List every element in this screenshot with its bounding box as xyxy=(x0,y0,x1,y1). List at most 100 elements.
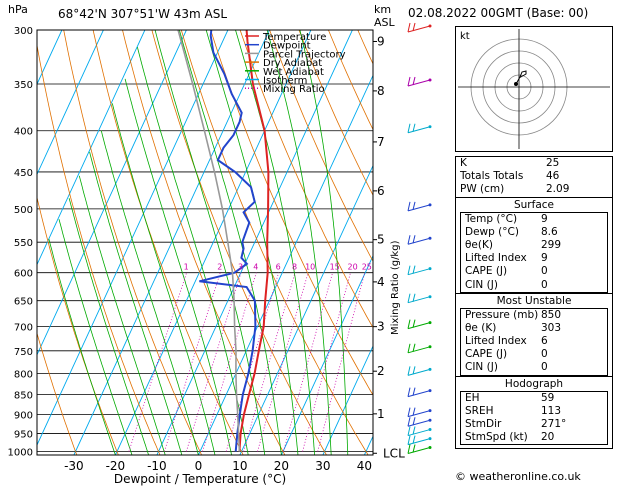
wind-barb xyxy=(407,419,431,427)
date-label: 02.08.2022 00GMT (Base: 00) xyxy=(408,6,589,20)
pressure-tick-label: 450 xyxy=(14,168,33,179)
hodograph-trace xyxy=(515,70,527,85)
wind-barb-flag xyxy=(407,366,411,376)
isotherm-line xyxy=(280,254,373,455)
most-unstable-label: CAPE (J) xyxy=(465,348,508,361)
wet-adiabat-line xyxy=(124,78,232,455)
wind-barb-flag xyxy=(407,265,411,275)
pressure-tick-label: 950 xyxy=(14,430,33,441)
wet-adiabat-line xyxy=(89,151,183,455)
wind-barb xyxy=(407,237,431,245)
hodograph-param-label: SREH xyxy=(465,404,494,417)
wet-adiabat-line xyxy=(299,30,349,455)
mixing-ratio-line xyxy=(257,272,309,452)
plot-frame xyxy=(36,29,374,456)
most-unstable-value: 6 xyxy=(541,335,548,348)
surface-row: CIN (J) 0 xyxy=(461,279,607,292)
surface-row: θe(K) 299 xyxy=(461,239,607,252)
pressure-tick-label: 850 xyxy=(14,391,33,402)
wind-barb-dot xyxy=(428,203,432,207)
wet-adiabat-line xyxy=(58,219,133,455)
mixing-ratio-line xyxy=(317,272,366,452)
wind-barb-flag xyxy=(412,417,416,426)
mixing-ratio-line xyxy=(283,272,333,452)
wind-barb xyxy=(407,79,431,87)
wind-barb-flag xyxy=(407,22,411,33)
mixing-ratio-line xyxy=(302,272,351,452)
index-value: 46 xyxy=(546,170,560,183)
wind-barb-flag xyxy=(407,293,411,303)
wind-barb xyxy=(407,368,431,376)
pressure-tick-label: 600 xyxy=(14,269,33,280)
hodograph-param-row: StmDir 271° xyxy=(461,418,607,431)
pressure-tick-label: 900 xyxy=(14,411,33,422)
temperature-tick-label: 30 xyxy=(315,459,330,473)
dry-adiabat-line xyxy=(210,30,373,396)
hpa-label: hPa xyxy=(8,3,28,16)
wet-adiabat-line xyxy=(48,238,116,455)
most-unstable-label: Lifted Index xyxy=(465,335,527,348)
axis-labels: 1 2 3 4 6 8 10 15 20 2530035040045050055060065070… xyxy=(8,26,406,486)
legend-label: Dry Adiabat xyxy=(263,58,322,69)
index-row: K 25 xyxy=(456,157,612,170)
wind-barb-flag xyxy=(407,319,411,329)
mixing-ratio-line xyxy=(202,272,257,452)
wind-barb-dot xyxy=(428,428,432,432)
series-line-parcel-trajectory xyxy=(177,30,241,452)
wind-barb-flag xyxy=(412,444,416,453)
legend-label: Temperature xyxy=(262,32,326,43)
hodograph-param-value: 59 xyxy=(541,391,555,404)
most-unstable-value: 850 xyxy=(541,308,562,321)
wind-barb-flag xyxy=(412,387,416,396)
wind-barb-dot xyxy=(428,321,432,325)
wind-barb-dot xyxy=(428,24,432,28)
wind-barb-dot xyxy=(428,78,432,82)
surface-value: 0 xyxy=(541,278,548,291)
wind-barb-flag xyxy=(407,417,411,427)
series-line-dewpoint xyxy=(199,30,257,452)
wind-barb-dot xyxy=(428,345,432,349)
wind-barb xyxy=(407,390,431,398)
wind-barb-flag xyxy=(412,123,416,132)
temperature-tick-label: -30 xyxy=(64,459,84,473)
hodograph-param-label: StmDir xyxy=(465,418,502,430)
most-unstable-value: 0 xyxy=(541,348,548,361)
temperature-tick-label: -10 xyxy=(147,459,167,473)
mixing-ratio-label: 8 xyxy=(292,263,297,272)
surface-label: Lifted Index xyxy=(465,252,527,265)
mixing-ratio-line xyxy=(243,272,296,452)
most-unstable-section: Most Unstable Pressure (mb) 850 θe (K) 303 L… xyxy=(456,292,612,376)
pressure-tick-label: 650 xyxy=(14,297,33,308)
wind-barb-flag xyxy=(407,435,411,445)
wind-barb-flag xyxy=(407,387,411,397)
temperature-tick-label: 20 xyxy=(274,459,289,473)
wet-adiabat-line xyxy=(137,47,249,455)
wet-adiabat-line xyxy=(266,30,332,455)
surface-value: 9 xyxy=(541,252,548,265)
km-tick-label: 4 xyxy=(377,275,385,289)
profile-lines xyxy=(177,30,270,452)
wind-barb-flag xyxy=(412,407,416,416)
index-value: 25 xyxy=(546,157,560,169)
wind-barb-flag xyxy=(407,123,411,133)
index-label: Totals Totals xyxy=(460,170,524,183)
wind-barb-flag xyxy=(412,426,416,435)
hodograph-param-row: SREH 113 xyxy=(461,405,607,418)
pressure-tick-label: 750 xyxy=(14,347,33,358)
wind-barb-flag xyxy=(412,319,416,328)
isotherm-line xyxy=(239,164,373,455)
wind-barb-flag xyxy=(412,235,416,244)
mixing-ratio-line xyxy=(186,272,242,452)
surface-title: Surface xyxy=(513,198,554,211)
isotherm-line xyxy=(322,345,373,455)
mixing-ratio-label: 4 xyxy=(253,263,258,272)
temperature-tick-label: 0 xyxy=(195,459,203,473)
location-label: 68°42'N 307°51'W 43m ASL xyxy=(58,7,228,21)
mixing-ratio-label: 1 xyxy=(184,263,189,272)
legend-label: Parcel Trajectory xyxy=(263,49,346,60)
mixing-ratio-label: 6 xyxy=(276,263,281,272)
pressure-tick-label: 1000 xyxy=(8,448,33,459)
surface-label: CIN (J) xyxy=(465,278,498,291)
hodograph-param-label: EH xyxy=(465,391,480,404)
mixing-ratio-line xyxy=(164,272,221,452)
